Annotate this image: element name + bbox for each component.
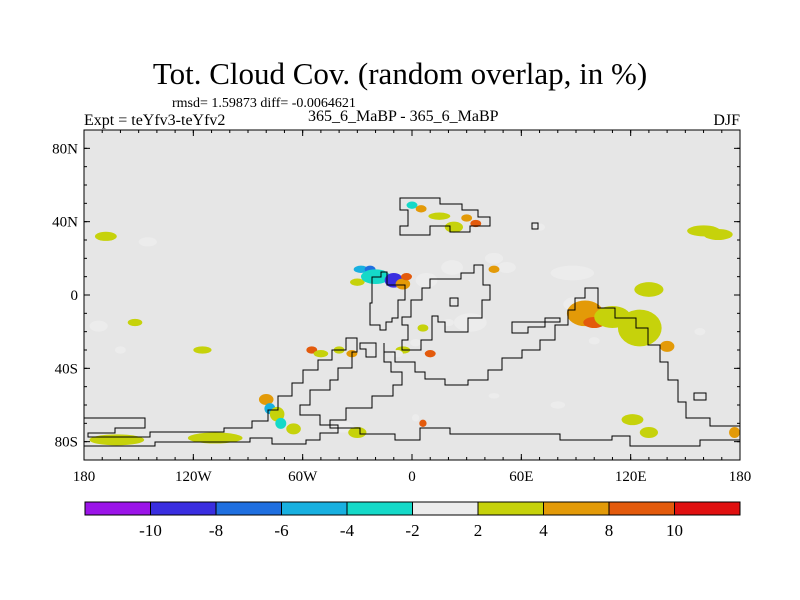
colorbar-label: 8 (605, 521, 614, 540)
y-tick-label: 0 (71, 288, 79, 304)
colorbar-box-3 (281, 501, 348, 516)
y-tick-label: 40S (55, 361, 78, 377)
colorbar-box-0 (84, 501, 151, 516)
anomaly-patch-2 (89, 320, 108, 332)
case-names-label: 365_6_MaBP - 365_6_MaBP (308, 108, 499, 125)
anomaly-patch-59 (550, 401, 566, 409)
colorbar-box-2 (215, 501, 282, 516)
anomaly-patch-55 (659, 340, 675, 352)
anomaly-patch-61 (621, 414, 644, 426)
colorbar-label: 4 (539, 521, 548, 540)
x-tick-label: 180 (73, 469, 96, 485)
anomaly-patch-26 (415, 273, 438, 288)
colorbar-label: 2 (474, 521, 483, 540)
anomaly-patch-14 (313, 350, 329, 358)
anomaly-patch-30 (417, 324, 429, 332)
anomaly-patch-40 (444, 221, 464, 233)
continent-outlines (84, 197, 740, 447)
anomaly-patch-27 (441, 260, 464, 275)
anomaly-patch-19 (350, 278, 365, 286)
colorbar-box-5 (412, 501, 479, 516)
x-tick-label: 180 (729, 469, 752, 485)
coastline-island-east (693, 392, 707, 401)
anomaly-patch-36 (419, 419, 427, 428)
y-tick-label: 80N (52, 141, 78, 157)
colorbar-label: 10 (666, 521, 683, 540)
anomaly-patch-38 (415, 205, 427, 213)
anomaly-patch-0 (94, 231, 117, 241)
anomaly-patch-35 (412, 414, 420, 422)
y-tick-label: 40N (52, 215, 78, 231)
colorbar-label: -10 (139, 521, 162, 540)
anomaly-patch-1 (138, 237, 157, 247)
colorbar-box-1 (150, 501, 217, 516)
colorbar-box-8 (608, 501, 675, 516)
coastline-africa (401, 264, 491, 351)
anomaly-patch-25 (401, 273, 412, 281)
anomaly-patch-37 (406, 201, 418, 209)
colorbar-label: -4 (340, 521, 355, 540)
anomaly-patch-4 (114, 346, 126, 354)
anomaly-patch-15 (331, 421, 354, 433)
anomaly-patch-46 (488, 265, 500, 274)
coastline-antarctica-west (84, 337, 358, 447)
anomaly-patch-29 (442, 318, 454, 327)
anomaly-patch-42 (470, 219, 482, 228)
anomaly-patch-56 (694, 328, 706, 336)
anomaly-patch-43 (534, 223, 546, 231)
coastline-northern-continent (399, 197, 491, 236)
rmsd-diff-stats: rmsd= 1.59873 diff= -0.0064621 (172, 96, 356, 111)
experiment-label: Expt = teYfv3-teYfv2 (84, 112, 226, 129)
anomaly-patch-24 (395, 278, 411, 290)
anomaly-patch-5 (193, 346, 212, 354)
x-tick-label: 60W (288, 469, 318, 485)
anomaly-patch-54 (634, 282, 664, 297)
anomaly-patch-11 (275, 417, 287, 429)
season-label: DJF (713, 112, 740, 129)
colorbar-box-6 (477, 501, 544, 516)
colorbar-box-7 (543, 501, 610, 516)
anomaly-patch-7 (187, 432, 243, 444)
anomaly-patch-63 (729, 427, 740, 438)
coastline-island-north (531, 222, 539, 230)
colorbar-box-4 (346, 501, 413, 516)
x-tick-label: 120W (175, 469, 213, 485)
anomaly-patch-3 (127, 318, 143, 327)
colorbar-label: -2 (405, 521, 419, 540)
anomaly-patch-13 (306, 346, 318, 354)
anomaly-patch-12 (286, 423, 301, 435)
plot-background (84, 130, 740, 460)
anomaly-patch-33 (391, 350, 403, 358)
anomaly-patch-8 (258, 394, 274, 405)
anomaly-patch-16 (348, 427, 367, 438)
colorbar: -10 -8 -6 -4 -2 2 4 8 10 (84, 501, 741, 540)
coastline-antarctica-east (329, 287, 740, 447)
colorbar-box-9 (674, 501, 741, 516)
plot-title: Tot. Cloud Cov. (random overlap, in %) (152, 56, 648, 91)
anomaly-patch-45 (497, 262, 516, 273)
y-tick-label: 80S (55, 435, 78, 451)
anomaly-patch-34 (424, 350, 436, 358)
colorbar-label: -6 (274, 521, 288, 540)
x-tick-label: 0 (408, 469, 416, 485)
anomaly-patch-53 (588, 337, 600, 345)
colorbar-label: -8 (209, 521, 223, 540)
anomaly-patch-47 (550, 265, 595, 281)
axis-ticks (83, 129, 741, 461)
anomaly-patch-20 (353, 265, 369, 274)
anomaly-patch-41 (461, 214, 473, 222)
anomaly-patch-60 (488, 393, 500, 399)
anomaly-patch-39 (428, 212, 451, 220)
anomaly-patch-31 (410, 339, 422, 347)
coastline-south-america (369, 271, 406, 331)
anomaly-patch-44 (484, 252, 504, 264)
x-tick-label: 60E (509, 469, 533, 485)
anomaly-patch-58 (703, 229, 733, 240)
x-tick-label: 120E (615, 469, 647, 485)
anomaly-patch-6 (89, 434, 145, 446)
anomaly-patch-62 (639, 427, 659, 438)
axis-tick-labels: 180 120W 60W 0 60E 120E 180 80N 40N 0 40S 80S (52, 141, 751, 485)
